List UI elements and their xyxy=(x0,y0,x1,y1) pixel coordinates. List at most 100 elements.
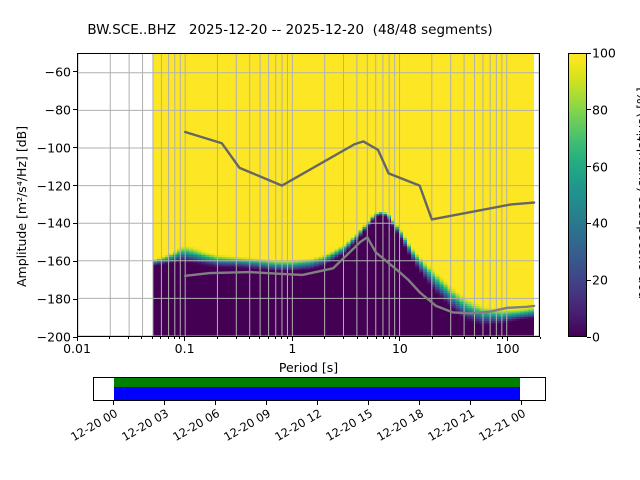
colorbar-tick-mark xyxy=(587,109,591,111)
x-tick-mark xyxy=(375,337,377,340)
x-tick-mark xyxy=(249,337,251,340)
y-tick-mark xyxy=(73,222,77,224)
grid-lines xyxy=(78,54,539,336)
x-tick-mark xyxy=(275,337,277,340)
x-tick-mark xyxy=(281,337,283,340)
x-tick-mark xyxy=(496,337,498,340)
timeline-tick-label: 12-20 15 xyxy=(323,406,376,444)
x-tick-mark xyxy=(291,337,293,341)
timeline-tick-mark xyxy=(469,401,471,405)
y-tick-mark xyxy=(73,298,77,300)
x-tick-mark xyxy=(483,337,485,340)
x-tick-mark xyxy=(167,337,169,340)
coverage-bar-data xyxy=(114,378,521,388)
x-tick-mark xyxy=(108,337,110,340)
x-tick-mark xyxy=(490,337,492,340)
x-tick-mark xyxy=(474,337,476,340)
y-tick-mark xyxy=(73,336,77,338)
colorbar-tick-label: 100 xyxy=(592,45,616,61)
y-tick-label: −180 xyxy=(36,291,71,307)
coverage-timeline xyxy=(93,377,546,401)
timeline-tick-mark xyxy=(367,401,369,405)
timeline-tick-mark xyxy=(265,401,267,405)
y-tick-mark xyxy=(73,71,77,73)
x-tick-mark xyxy=(267,337,269,340)
x-tick-mark xyxy=(450,337,452,340)
colorbar-gradient xyxy=(569,54,586,336)
ppsd-axes xyxy=(77,53,540,337)
timeline-tick-label: 12-20 18 xyxy=(374,406,427,444)
x-tick-mark xyxy=(179,337,181,340)
colorbar-tick-mark xyxy=(587,336,591,338)
x-tick-mark xyxy=(151,337,153,340)
y-tick-mark xyxy=(73,260,77,262)
x-tick-mark xyxy=(502,337,504,340)
x-tick-mark xyxy=(382,337,384,340)
timeline-tick-mark xyxy=(316,401,318,405)
x-tick-mark xyxy=(431,337,433,340)
colorbar-tick-mark xyxy=(587,52,591,54)
x-tick-mark xyxy=(259,337,261,340)
timeline-tick-label: 12-20 21 xyxy=(425,406,478,444)
x-tick-label: 1 xyxy=(288,341,297,356)
page-title: BW.SCE..BHZ 2025-12-20 -- 2025-12-20 (48… xyxy=(87,22,493,38)
timeline-tick-mark xyxy=(214,401,216,405)
x-tick-mark xyxy=(343,337,345,340)
x-tick-label: 0.01 xyxy=(63,341,91,356)
x-tick-mark xyxy=(76,337,78,341)
y-tick-label: −100 xyxy=(36,140,71,156)
colorbar-label: non-exceedance (cumulative) [%] xyxy=(634,87,640,299)
y-tick-label: −140 xyxy=(36,215,71,231)
colorbar-tick-mark xyxy=(587,279,591,281)
y-tick-mark xyxy=(73,185,77,187)
y-tick-mark xyxy=(73,147,77,149)
colorbar-tick-mark xyxy=(587,222,591,224)
y-tick-mark xyxy=(73,109,77,111)
colorbar-tick-mark xyxy=(587,166,591,168)
y-tick-label: −200 xyxy=(36,329,71,345)
timeline-tick-mark xyxy=(112,401,114,405)
colorbar xyxy=(568,53,587,337)
x-tick-mark xyxy=(507,337,509,341)
x-axis-label: Period [s] xyxy=(278,360,339,375)
coverage-bar-gaps xyxy=(114,387,521,400)
y-tick-label: −160 xyxy=(36,253,71,269)
x-tick-mark xyxy=(184,337,186,341)
x-tick-mark xyxy=(286,337,288,340)
colorbar-tick-label: 80 xyxy=(592,102,608,118)
colorbar-tick-label: 60 xyxy=(592,159,608,175)
noise-model-lines xyxy=(183,130,536,315)
x-tick-mark xyxy=(235,337,237,340)
x-tick-mark xyxy=(141,337,143,340)
x-tick-label: 100 xyxy=(495,341,520,356)
y-tick-label: −80 xyxy=(44,102,71,118)
timeline-tick-label: 12-20 12 xyxy=(272,406,325,444)
timeline-tick-label: 12-21 00 xyxy=(476,406,529,444)
colorbar-tick-label: 0 xyxy=(592,329,600,345)
x-tick-mark xyxy=(216,337,218,340)
x-tick-mark xyxy=(464,337,466,340)
x-tick-mark xyxy=(356,337,358,340)
colorbar-tick-label: 20 xyxy=(592,272,608,288)
colorbar-tick-label: 40 xyxy=(592,215,608,231)
x-tick-mark xyxy=(389,337,391,340)
timeline-tick-mark xyxy=(418,401,420,405)
timeline-tick-label: 12-20 09 xyxy=(221,406,274,444)
y-tick-label: −120 xyxy=(36,178,71,193)
x-tick-mark xyxy=(367,337,369,340)
x-tick-mark xyxy=(539,337,541,340)
timeline-tick-label: 12-20 00 xyxy=(68,406,121,444)
timeline-tick-mark xyxy=(163,401,165,405)
timeline-tick-label: 12-20 03 xyxy=(119,406,172,444)
x-tick-mark xyxy=(173,337,175,340)
y-tick-label: −60 xyxy=(44,64,71,80)
x-tick-mark xyxy=(399,337,401,341)
x-tick-label: 10 xyxy=(391,341,408,356)
x-tick-mark xyxy=(160,337,162,340)
x-tick-mark xyxy=(127,337,129,340)
timeline-tick-label: 12-20 06 xyxy=(170,406,223,444)
x-tick-label: 0.1 xyxy=(174,341,195,356)
x-tick-mark xyxy=(394,337,396,340)
x-tick-mark xyxy=(324,337,326,340)
